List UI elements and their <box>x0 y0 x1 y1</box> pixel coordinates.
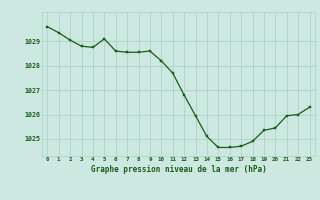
X-axis label: Graphe pression niveau de la mer (hPa): Graphe pression niveau de la mer (hPa) <box>91 165 266 174</box>
